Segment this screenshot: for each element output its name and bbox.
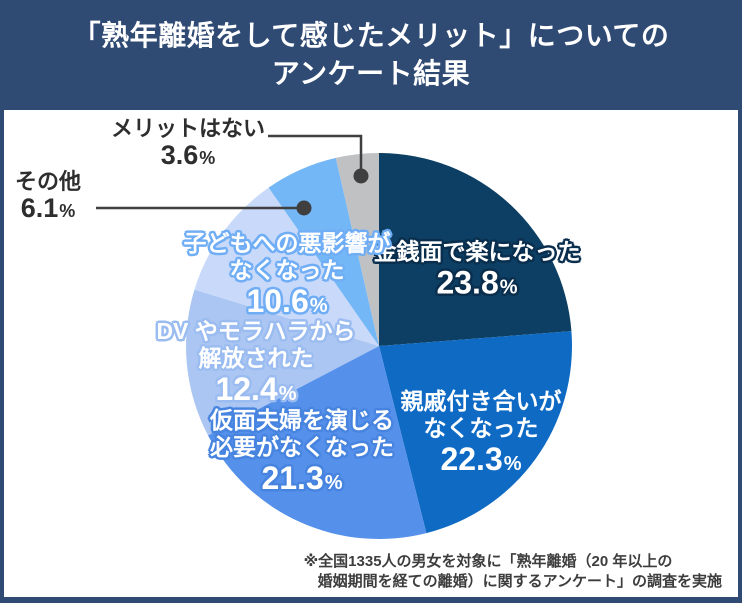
title-bar: 「熟年離婚をして感じたメリット」についての アンケート結果 <box>0 0 742 110</box>
pie-slice-1 <box>379 153 572 346</box>
pie-chart-area: 金銭面で楽になった 23.8% 親戚付き合いが なくなった 22.3% 仮面夫婦を演じる必… <box>4 110 738 597</box>
connector-dot-7 <box>353 168 369 184</box>
page-title-line1: 「熟年離婚をして感じたメリット」についての <box>72 20 670 51</box>
pie-slice-7 <box>335 153 379 346</box>
footnote-line1: ※全国1335人の男女を対象に「熟年離婚（20 年以上の <box>303 553 673 570</box>
pie-slice-4 <box>186 289 379 436</box>
footnote: ※全国1335人の男女を対象に「熟年離婚（20 年以上の 婚姻期間を経ての離婚）… <box>304 552 722 592</box>
pie-slice-6 <box>268 157 379 346</box>
pie-slice-5 <box>194 187 379 346</box>
label-connector-7 <box>268 134 363 176</box>
connector-dot-6 <box>296 200 312 216</box>
page-title-line2: アンケート結果 <box>271 58 471 89</box>
pie-chart <box>96 134 572 539</box>
pie-slice-3 <box>207 346 427 539</box>
footnote-line2: 婚姻期間を経ての離婚）に関するアンケート」の調査を実施 <box>317 573 722 590</box>
pie-slice-2 <box>379 331 572 534</box>
